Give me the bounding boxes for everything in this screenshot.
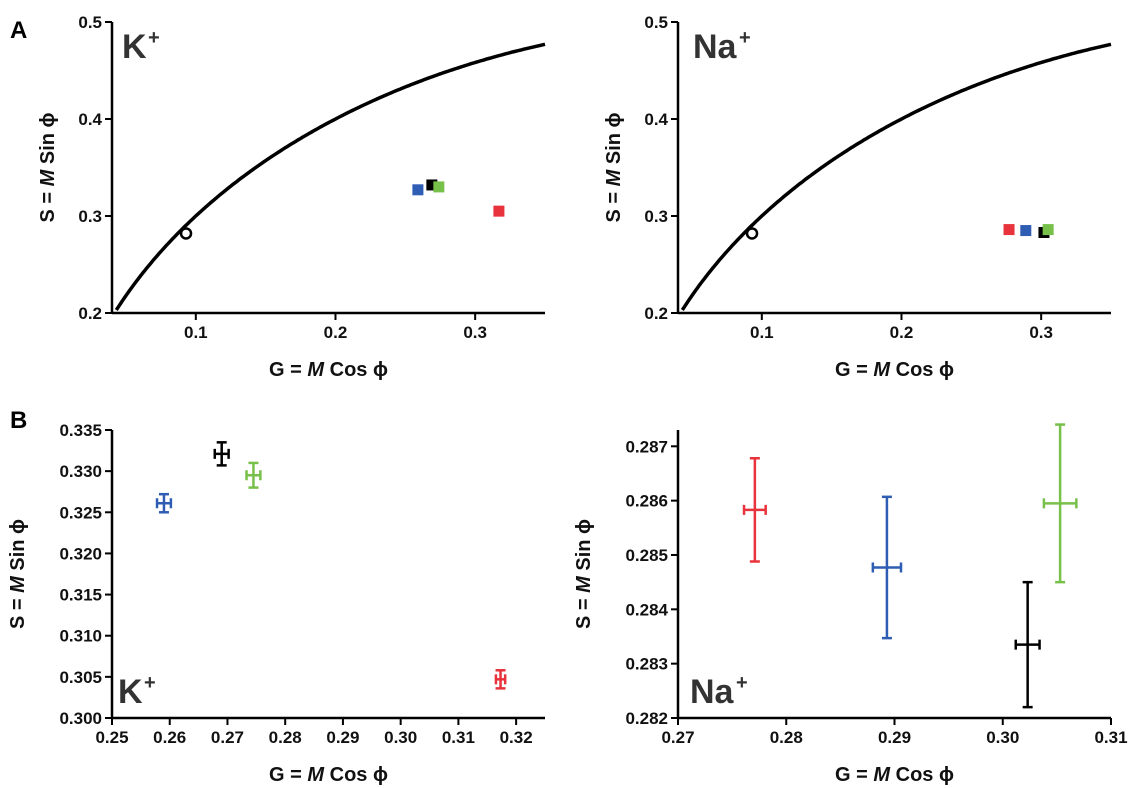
chart-a-na: 0.1 0.2 0.3 0.2 0.3 0.4 0.5 G = M Cos ϕ S = M Si…	[603, 13, 1112, 381]
data-point-red	[493, 205, 505, 217]
chart-b-na: 0.27 0.28 0.29 0.30 0.31 0.282 0.283 0.284 0.285…	[573, 423, 1128, 786]
x-tick-label: 0.28	[770, 728, 803, 747]
y-tick-label: 0.300	[59, 709, 102, 728]
y-tick-label: 0.285	[625, 546, 668, 565]
data-point-blue	[871, 495, 903, 640]
y-tick-label: 0.5	[644, 13, 668, 32]
x-tick-label: 0.27	[211, 728, 244, 747]
ion-label-superscript: +	[736, 672, 748, 694]
x-tick-label: 0.30	[986, 728, 1019, 747]
ion-label-superscript: +	[739, 27, 751, 49]
y-axis-label: S = M Sin ϕ	[603, 112, 625, 222]
data-point-blue	[1020, 225, 1032, 237]
x-tick-label: 0.31	[442, 728, 475, 747]
data-point-black	[213, 441, 230, 467]
y-tick-label: 0.4	[644, 110, 668, 129]
data-point-black	[1014, 580, 1041, 709]
x-axis-label: G = M Cos ϕ	[835, 359, 954, 381]
ion-label-superscript: +	[148, 27, 160, 49]
y-tick-label: 0.4	[78, 110, 102, 129]
data-point-green	[245, 461, 262, 489]
y-tick-label: 0.287	[625, 437, 668, 456]
x-tick-label: 0.2	[890, 323, 914, 342]
data-point-black	[426, 179, 438, 191]
data-point-blue	[155, 492, 173, 514]
y-tick-label: 0.286	[625, 492, 668, 511]
x-tick-label: 0.2	[324, 323, 348, 342]
plots: 0.1 0.2 0.3 0.2 0.3 0.4 0.5 G = M Cos ϕ S = M Si…	[7, 13, 1128, 786]
x-tick-label: 0.3	[1029, 323, 1053, 342]
y-tick-label: 0.310	[59, 627, 102, 646]
y-axis-label: S = M Sin ϕ	[573, 519, 595, 629]
y-tick-label: 0.335	[59, 421, 102, 440]
x-tick-label: 0.26	[153, 728, 186, 747]
x-tick-label: 0.29	[326, 728, 359, 747]
y-tick-label: 0.3	[78, 207, 102, 226]
panel-label-a: A	[10, 17, 27, 44]
y-tick-label: 0.330	[59, 462, 102, 481]
x-tick-label: 0.3	[463, 323, 487, 342]
data-point-green	[433, 181, 445, 193]
data-point-blue	[412, 184, 424, 196]
x-tick-label: 0.1	[184, 323, 208, 342]
x-axis-label: G = M Cos ϕ	[269, 764, 388, 786]
ion-label: Na	[693, 28, 738, 66]
y-tick-label: 0.315	[59, 586, 102, 605]
ion-label: K	[122, 28, 147, 66]
data-point-red	[1003, 224, 1015, 236]
x-axis-label: G = M Cos ϕ	[835, 764, 954, 786]
y-tick-label: 0.3	[644, 207, 668, 226]
x-tick-label: 0.1	[750, 323, 774, 342]
x-axis-label: G = M Cos ϕ	[269, 359, 388, 381]
ion-label-superscript: +	[144, 672, 156, 694]
panel-label-b: B	[10, 407, 27, 434]
data-point-red	[742, 457, 767, 563]
y-axis-label: S = M Sin ϕ	[37, 112, 59, 222]
y-tick-label: 0.283	[625, 655, 668, 674]
x-tick-label: 0.32	[500, 728, 533, 747]
y-tick-label: 0.282	[625, 709, 668, 728]
ion-label: Na	[690, 673, 735, 711]
y-tick-label: 0.320	[59, 544, 102, 563]
chart-b-k: 0.25 0.26 0.27 0.28 0.29 0.30 0.31 0.32 0.300 0.3…	[7, 421, 545, 786]
semicircle-curve	[114, 42, 546, 311]
reference-point	[745, 227, 759, 240]
y-tick-label: 0.5	[78, 13, 102, 32]
y-tick-label: 0.2	[644, 304, 668, 323]
data-point-red	[494, 669, 507, 690]
x-tick-label: 0.29	[878, 728, 911, 747]
chart-a-k: 0.1 0.2 0.3 0.2 0.3 0.4 0.5 G = M Cos ϕ S = M Si…	[37, 13, 546, 381]
y-axis-label: S = M Sin ϕ	[7, 519, 29, 629]
x-tick-label: 0.27	[661, 728, 694, 747]
y-tick-label: 0.305	[59, 668, 102, 687]
x-tick-label: 0.28	[269, 728, 302, 747]
y-tick-label: 0.284	[625, 600, 668, 619]
y-tick-label: 0.325	[59, 503, 102, 522]
x-tick-label: 0.31	[1094, 728, 1127, 747]
data-point-green	[1042, 423, 1078, 584]
ion-label: K	[118, 673, 143, 711]
semicircle-curve	[680, 42, 1112, 311]
data-point-green	[1042, 224, 1054, 236]
y-tick-label: 0.2	[78, 304, 102, 323]
x-tick-label: 0.25	[95, 728, 128, 747]
reference-point	[179, 227, 193, 240]
x-tick-label: 0.30	[384, 728, 417, 747]
